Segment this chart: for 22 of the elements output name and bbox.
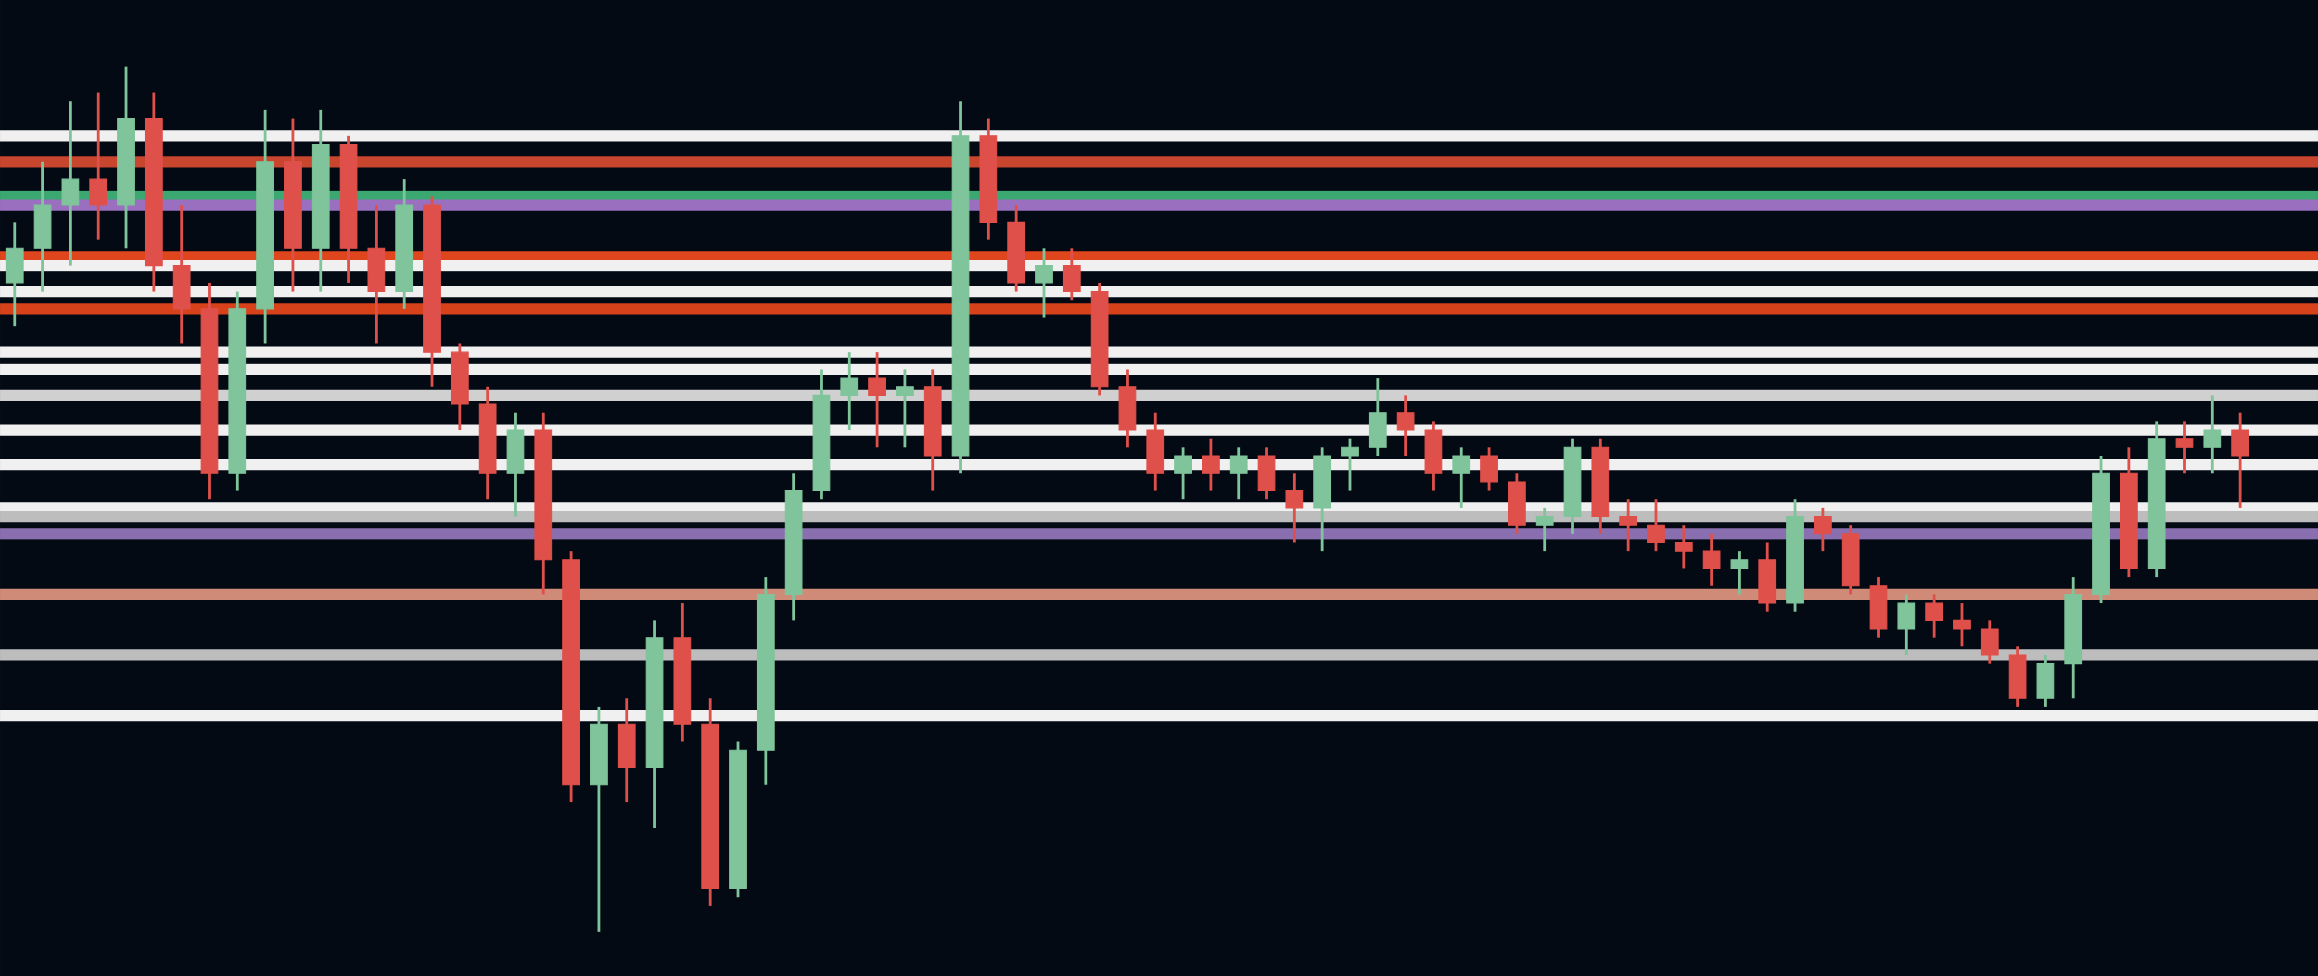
candlestick bbox=[1619, 497, 1638, 553]
candlestick bbox=[1647, 497, 1665, 553]
candlestick bbox=[1202, 437, 1220, 492]
candlestick bbox=[1229, 445, 1248, 501]
candlestick bbox=[1674, 523, 1693, 570]
candlestick bbox=[1702, 532, 1721, 588]
candlestick bbox=[1953, 601, 1971, 648]
candlestick bbox=[1396, 393, 1415, 458]
candlestick bbox=[1285, 471, 1304, 544]
candlestick bbox=[1730, 549, 1749, 596]
candlestick bbox=[1341, 437, 1359, 492]
candlestick bbox=[868, 350, 886, 449]
candlestick bbox=[1925, 593, 1944, 640]
candlestick bbox=[840, 350, 859, 432]
candlestick bbox=[2203, 393, 2222, 475]
candlestick bbox=[1035, 246, 1053, 319]
candlestick bbox=[2175, 419, 2194, 475]
candlestick bbox=[1174, 445, 1192, 501]
candlestick bbox=[896, 368, 914, 449]
candlestick bbox=[1814, 506, 1832, 553]
candlestick bbox=[1535, 506, 1554, 553]
candlestick bbox=[1452, 445, 1471, 510]
